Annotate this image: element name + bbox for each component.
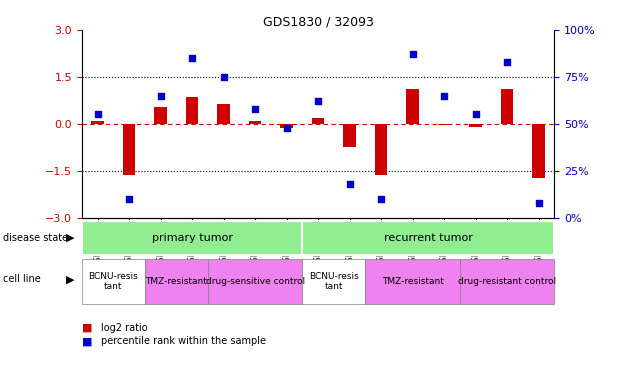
Text: log2 ratio: log2 ratio xyxy=(101,323,147,333)
Point xyxy=(502,59,512,65)
Bar xyxy=(186,97,198,124)
Point xyxy=(471,111,481,117)
Point xyxy=(408,51,418,57)
Text: ▶: ▶ xyxy=(66,274,74,284)
Bar xyxy=(365,259,460,304)
Bar xyxy=(469,124,482,127)
Bar xyxy=(123,124,135,176)
Text: drug-sensitive control: drug-sensitive control xyxy=(205,277,305,286)
Bar xyxy=(343,124,356,147)
Bar xyxy=(501,89,513,124)
Bar xyxy=(280,124,293,128)
Bar xyxy=(217,104,230,124)
Point xyxy=(534,200,544,206)
Bar xyxy=(145,259,208,304)
Point xyxy=(345,181,355,187)
Point xyxy=(124,196,134,202)
Text: BCNU-resis
tant: BCNU-resis tant xyxy=(89,272,138,291)
Text: percentile rank within the sample: percentile rank within the sample xyxy=(101,336,266,346)
Point xyxy=(282,124,292,130)
Bar xyxy=(208,259,302,304)
Bar xyxy=(532,124,545,178)
Point xyxy=(313,98,323,104)
Bar xyxy=(82,259,145,304)
Bar xyxy=(154,106,167,124)
Text: BCNU-resis
tant: BCNU-resis tant xyxy=(309,272,358,291)
Point xyxy=(376,196,386,202)
Point xyxy=(93,111,103,117)
Text: cell line: cell line xyxy=(3,274,41,284)
Bar xyxy=(312,118,324,124)
Bar xyxy=(249,121,261,124)
Bar xyxy=(438,124,450,125)
Text: TMZ-resistant: TMZ-resistant xyxy=(382,277,444,286)
Point xyxy=(187,55,197,61)
Bar xyxy=(460,259,554,304)
Text: ▶: ▶ xyxy=(66,233,74,243)
Text: drug-resistant control: drug-resistant control xyxy=(458,277,556,286)
Point xyxy=(439,93,449,99)
Point xyxy=(156,93,166,99)
Text: ■: ■ xyxy=(82,336,93,346)
Text: recurrent tumor: recurrent tumor xyxy=(384,233,473,243)
Bar xyxy=(302,259,365,304)
Point xyxy=(250,106,260,112)
Bar xyxy=(302,221,554,255)
Bar xyxy=(91,121,104,124)
Text: disease state: disease state xyxy=(3,233,68,243)
Point xyxy=(219,74,229,80)
Bar xyxy=(375,124,387,176)
Title: GDS1830 / 32093: GDS1830 / 32093 xyxy=(263,16,374,29)
Text: TMZ-resistant: TMZ-resistant xyxy=(146,277,207,286)
Bar xyxy=(82,221,302,255)
Bar xyxy=(406,89,419,124)
Text: primary tumor: primary tumor xyxy=(152,233,232,243)
Text: ■: ■ xyxy=(82,323,93,333)
